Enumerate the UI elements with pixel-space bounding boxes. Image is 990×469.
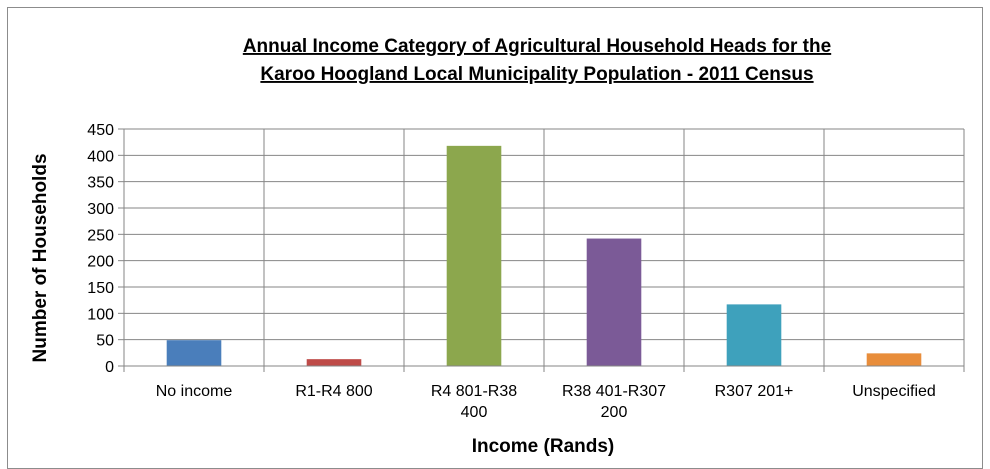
x-category-labels: No income R1-R4 800 R4 801-R38 400 R38 401-R… bbox=[156, 383, 936, 421]
y-tick-label: 300 bbox=[87, 201, 114, 218]
bar bbox=[166, 340, 222, 366]
y-tick-labels: 0 50 100 150 200 250 300 350 400 450 bbox=[87, 122, 114, 376]
bars bbox=[166, 145, 922, 366]
bar bbox=[306, 359, 362, 366]
bar bbox=[866, 353, 922, 366]
axes bbox=[118, 128, 964, 367]
bar bbox=[586, 238, 642, 366]
y-tick-label: 400 bbox=[87, 148, 114, 165]
y-tick-label: 50 bbox=[96, 333, 114, 350]
x-category-label: R38 401-R307 bbox=[562, 383, 666, 400]
x-category-label: R1-R4 800 bbox=[295, 383, 372, 400]
x-category-label: 400 bbox=[461, 404, 488, 421]
chart-title-line-2: Karoo Hoogland Local Municipality Popula… bbox=[260, 64, 813, 85]
bar bbox=[446, 145, 502, 366]
chart-title: Annual Income Category of Agricultural H… bbox=[243, 36, 831, 85]
x-category-label: Unspecified bbox=[852, 383, 936, 400]
y-tick-label: 450 bbox=[87, 122, 114, 139]
x-axis-title: Income (Rands) bbox=[472, 436, 615, 457]
y-tick-label: 100 bbox=[87, 306, 114, 323]
y-axis-title: Number of Households bbox=[30, 153, 51, 362]
x-category-label: No income bbox=[156, 383, 233, 400]
x-category-label: R307 201+ bbox=[715, 383, 794, 400]
y-tick-label: 200 bbox=[87, 254, 114, 271]
chart-title-line-1: Annual Income Category of Agricultural H… bbox=[243, 36, 831, 57]
x-category-label: R4 801-R38 bbox=[431, 383, 517, 400]
y-tick-label: 250 bbox=[87, 227, 114, 244]
y-tick-label: 150 bbox=[87, 280, 114, 297]
y-tick-label: 0 bbox=[105, 359, 114, 376]
y-tick-label: 350 bbox=[87, 175, 114, 192]
bar bbox=[726, 304, 782, 366]
x-category-label: 200 bbox=[601, 404, 628, 421]
gridlines bbox=[123, 128, 965, 372]
